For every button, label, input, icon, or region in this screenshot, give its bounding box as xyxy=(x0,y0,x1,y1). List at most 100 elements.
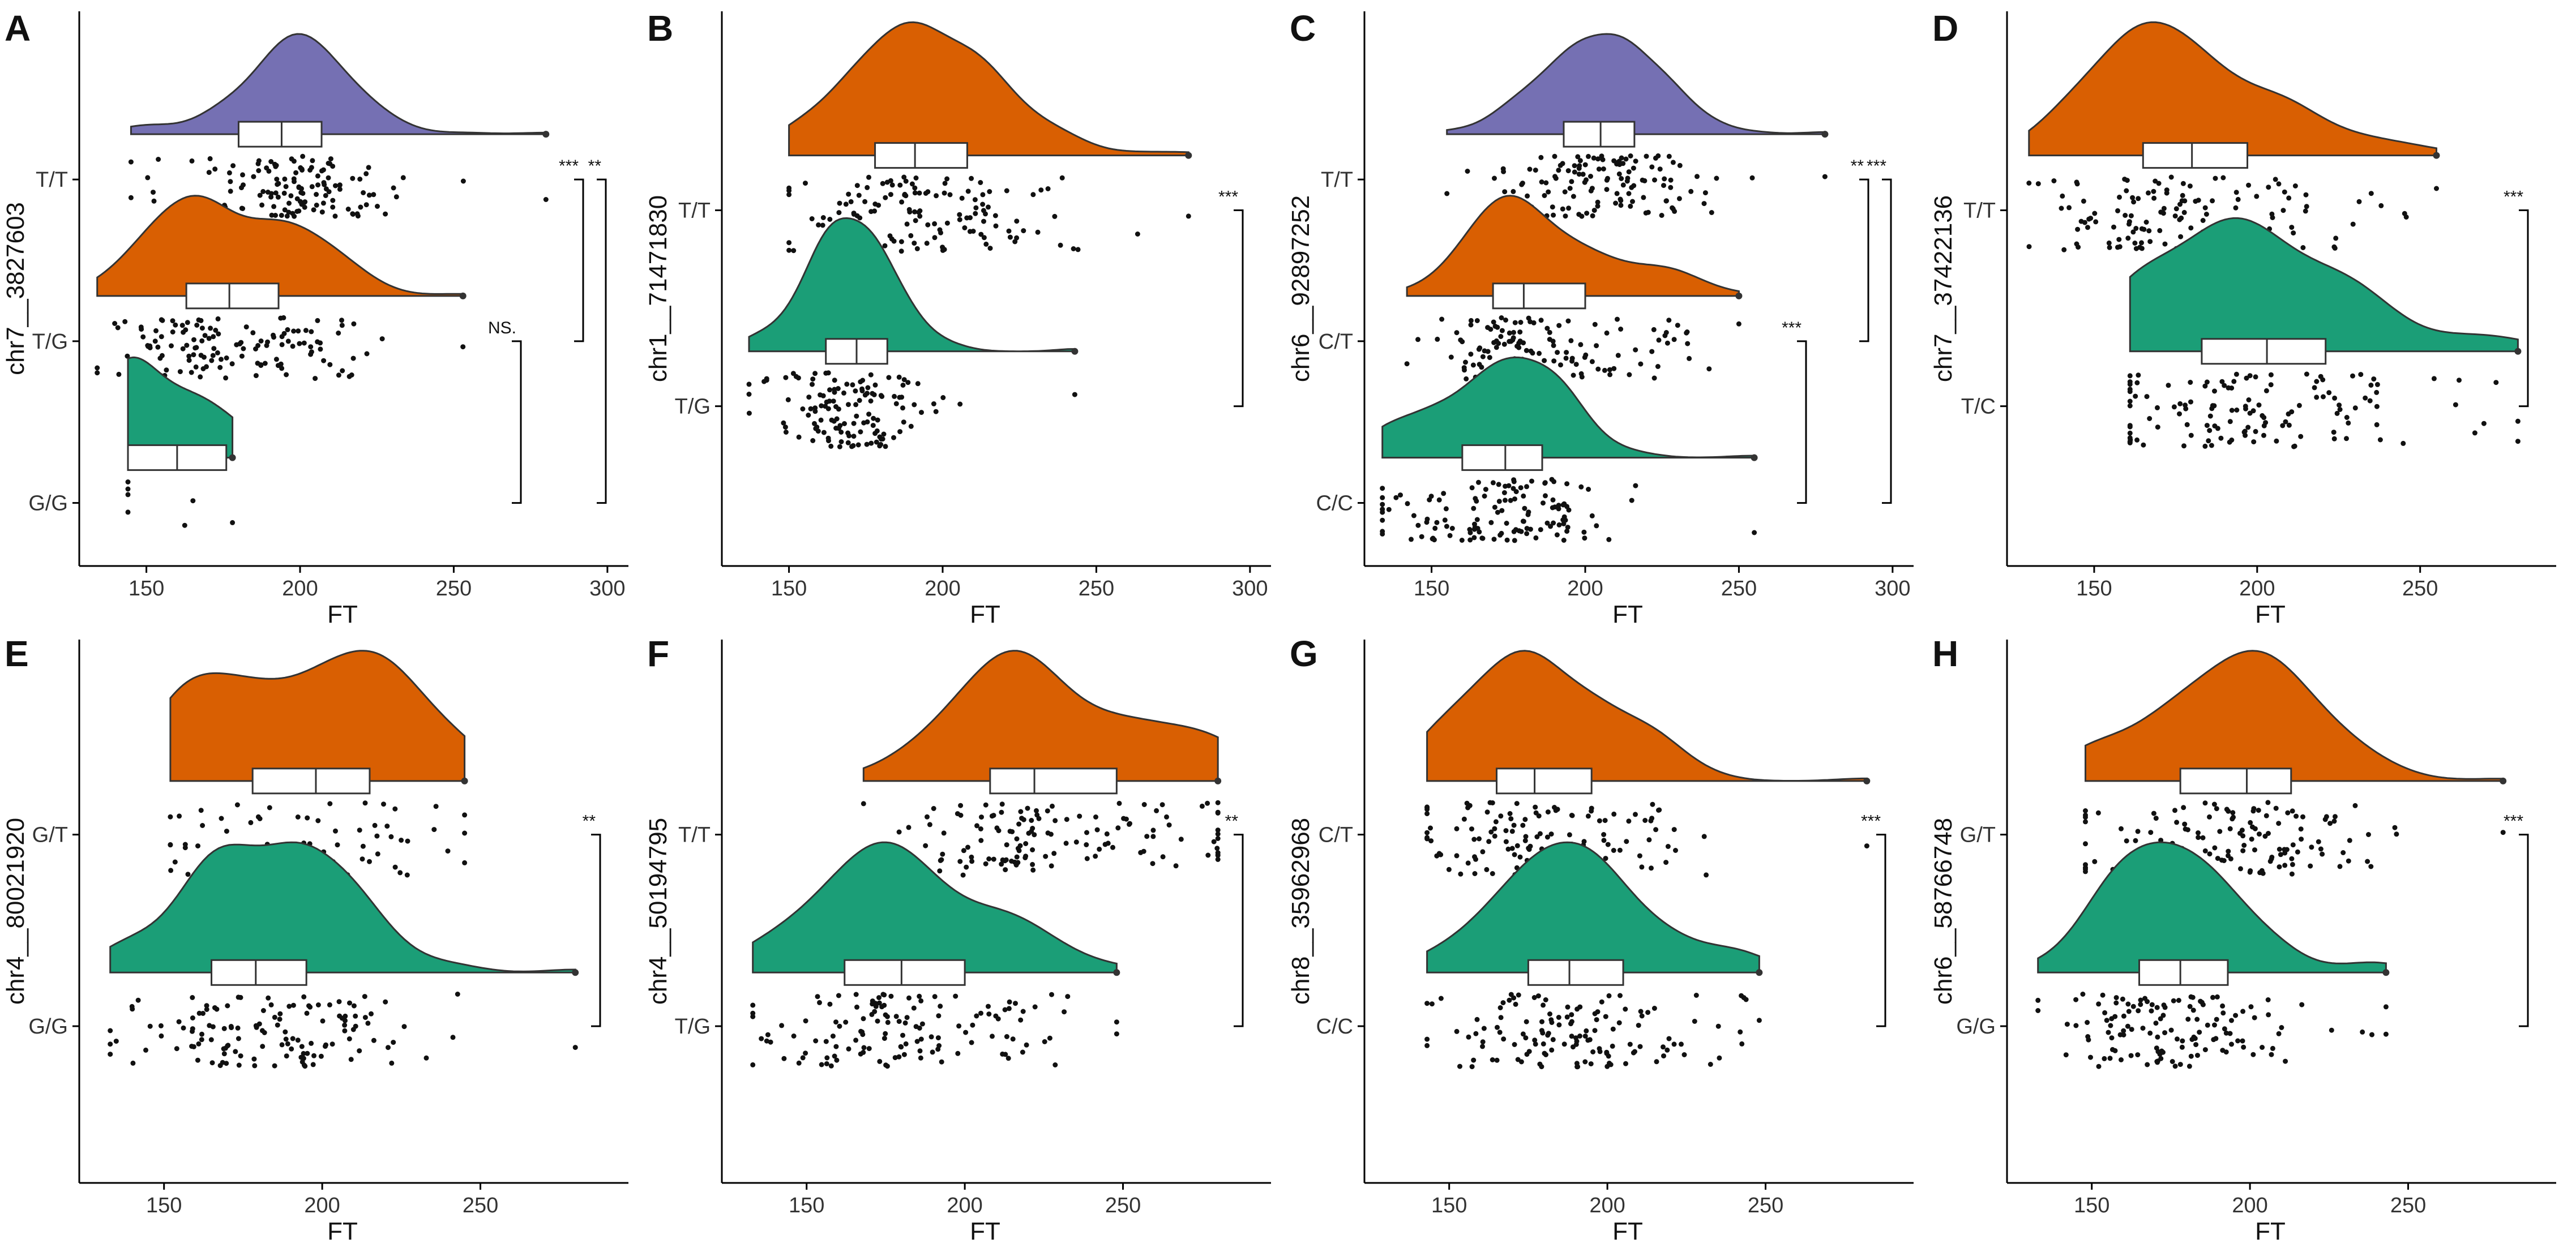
data-point xyxy=(824,399,829,405)
data-point xyxy=(876,995,882,1001)
data-point xyxy=(782,424,788,430)
data-point xyxy=(2300,245,2306,250)
data-point xyxy=(940,395,946,400)
data-point xyxy=(901,419,906,425)
data-point xyxy=(1600,157,1606,162)
data-point xyxy=(859,388,865,393)
data-point xyxy=(875,417,880,423)
data-point xyxy=(1438,996,1444,1001)
y-tick-label: C/C xyxy=(1316,492,1353,516)
data-point xyxy=(125,479,131,484)
data-point xyxy=(1380,486,1385,491)
data-point xyxy=(2231,814,2236,820)
data-point xyxy=(399,838,404,843)
data-point xyxy=(2403,215,2409,220)
data-point xyxy=(1214,846,1220,851)
data-point xyxy=(2211,801,2217,807)
data-point xyxy=(965,188,971,194)
data-point xyxy=(462,830,468,836)
data-point xyxy=(315,173,320,179)
data-point xyxy=(1631,165,1636,171)
data-point xyxy=(1215,857,1221,862)
outlier-point xyxy=(1756,969,1763,976)
data-point xyxy=(882,1036,887,1041)
data-point xyxy=(1482,494,1487,499)
data-point xyxy=(1668,177,1674,183)
data-point xyxy=(1013,1001,1018,1006)
data-point xyxy=(836,993,841,998)
data-point xyxy=(2215,856,2220,861)
data-point xyxy=(2130,195,2136,200)
data-point xyxy=(204,1007,209,1012)
data-point xyxy=(2309,844,2314,850)
data-point xyxy=(846,191,851,197)
significance-label: ** xyxy=(1851,157,1864,175)
data-point xyxy=(279,366,285,371)
data-point xyxy=(224,829,229,834)
data-point xyxy=(168,842,173,848)
density-cloud xyxy=(2084,650,2504,782)
data-point xyxy=(225,1003,230,1009)
data-point xyxy=(1411,513,1417,518)
data-point xyxy=(2113,995,2119,1001)
data-point xyxy=(401,1024,407,1030)
data-point xyxy=(837,200,842,206)
data-point xyxy=(2164,190,2170,196)
data-point xyxy=(200,823,206,828)
data-point xyxy=(1474,517,1480,522)
data-point xyxy=(256,168,262,173)
data-point xyxy=(2074,241,2079,247)
data-point xyxy=(333,183,338,188)
data-point xyxy=(212,166,218,172)
data-point xyxy=(219,816,224,821)
data-point xyxy=(2260,870,2266,876)
data-point xyxy=(1486,839,1492,844)
data-point xyxy=(1585,1037,1591,1043)
data-point xyxy=(2092,211,2098,216)
data-point xyxy=(1048,831,1054,837)
data-point xyxy=(1199,803,1205,809)
data-point xyxy=(1637,853,1642,859)
data-point xyxy=(297,341,302,346)
data-point xyxy=(275,363,281,368)
data-point xyxy=(2197,1030,2202,1035)
data-point xyxy=(1526,847,1532,852)
data-point xyxy=(2081,198,2086,204)
data-point xyxy=(2248,868,2253,873)
data-point xyxy=(290,1036,296,1041)
x-tick-label: 150 xyxy=(146,1194,182,1217)
data-point xyxy=(888,192,893,198)
data-point xyxy=(170,318,176,324)
data-point xyxy=(253,373,259,379)
data-point xyxy=(1542,481,1548,486)
box-iqr xyxy=(185,282,280,310)
data-point xyxy=(893,1014,899,1019)
significance-label: *** xyxy=(1861,812,1881,831)
data-point xyxy=(1434,520,1440,525)
data-point xyxy=(1469,1064,1475,1070)
data-point xyxy=(2124,178,2130,183)
data-point xyxy=(1544,520,1550,526)
data-point xyxy=(1545,1032,1551,1038)
data-point xyxy=(155,344,161,350)
data-point xyxy=(302,1063,308,1069)
data-point xyxy=(2263,420,2269,426)
data-point xyxy=(925,189,931,195)
data-point xyxy=(2174,820,2180,825)
data-point xyxy=(917,213,923,219)
data-point xyxy=(912,402,917,408)
data-point xyxy=(1481,1026,1487,1031)
data-point xyxy=(1075,247,1081,252)
data-point xyxy=(1579,374,1585,380)
data-point xyxy=(115,325,121,331)
data-point xyxy=(1625,175,1631,181)
data-point xyxy=(932,994,938,1000)
data-point xyxy=(2083,841,2088,847)
data-point xyxy=(1186,213,1191,219)
data-point xyxy=(286,200,292,206)
data-point xyxy=(1604,187,1610,192)
data-point xyxy=(1424,1043,1430,1048)
data-point xyxy=(2226,853,2231,859)
